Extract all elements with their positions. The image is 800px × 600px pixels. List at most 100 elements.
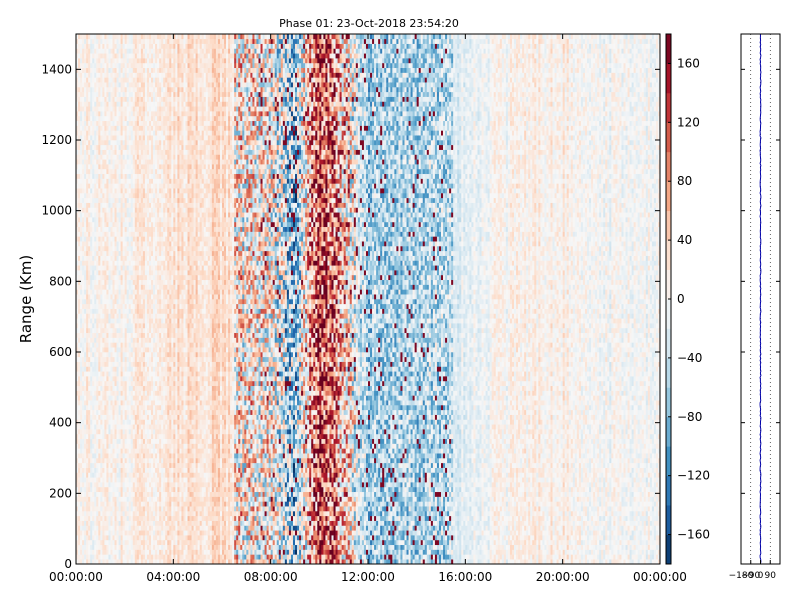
heatmap-cell xyxy=(130,135,134,141)
heatmap-cell xyxy=(108,453,111,459)
heatmap-cell xyxy=(161,544,164,550)
heatmap-cell xyxy=(151,361,154,367)
heatmap-cell xyxy=(165,400,168,406)
heatmap-cell xyxy=(110,303,113,309)
heatmap-cell xyxy=(98,467,101,473)
heatmap-cell xyxy=(122,125,125,131)
heatmap-cell xyxy=(120,400,123,406)
heatmap-cell xyxy=(159,313,162,319)
heatmap-cell xyxy=(149,506,152,512)
heatmap-cell xyxy=(90,376,93,382)
heatmap-cell xyxy=(80,347,83,353)
heatmap-cell xyxy=(78,371,81,377)
heatmap-cell xyxy=(108,173,111,179)
heatmap-cell xyxy=(84,453,87,459)
heatmap-cell xyxy=(78,188,81,194)
heatmap-cell xyxy=(134,299,138,305)
heatmap-cell xyxy=(88,337,91,343)
heatmap-cell xyxy=(76,270,79,276)
heatmap-cell xyxy=(128,101,132,107)
heatmap-cell xyxy=(138,159,142,165)
heatmap-cell xyxy=(88,226,91,232)
heatmap-cell xyxy=(112,106,115,112)
heatmap-cell xyxy=(112,419,115,425)
heatmap-cell xyxy=(144,530,148,536)
heatmap-cell xyxy=(142,274,146,281)
heatmap-cell xyxy=(142,462,146,468)
heatmap-cell xyxy=(151,323,154,329)
heatmap-cell xyxy=(144,58,148,64)
heatmap-cell xyxy=(128,255,132,261)
heatmap-cell xyxy=(76,429,79,435)
heatmap-cell xyxy=(118,154,121,160)
heatmap-cell xyxy=(106,424,109,430)
heatmap-cell xyxy=(132,82,136,88)
heatmap-cell xyxy=(116,458,119,464)
heatmap-cell xyxy=(161,458,164,464)
heatmap-cell xyxy=(118,332,121,338)
heatmap-cell xyxy=(146,217,150,223)
heatmap-cell xyxy=(165,318,168,324)
heatmap-cell xyxy=(155,183,158,189)
heatmap-cell xyxy=(76,501,79,507)
heatmap-cell xyxy=(116,149,119,155)
heatmap-cell xyxy=(157,515,160,521)
heatmap-cell xyxy=(132,58,136,64)
heatmap-cell xyxy=(126,467,130,473)
heatmap-cell xyxy=(98,255,101,261)
heatmap-cell xyxy=(165,265,168,271)
heatmap-cell xyxy=(163,448,166,454)
heatmap-cell xyxy=(84,535,87,541)
heatmap-cell xyxy=(104,385,107,391)
heatmap-cell xyxy=(155,77,158,83)
heatmap-cell xyxy=(82,482,85,488)
heatmap-cell xyxy=(96,318,99,324)
heatmap-cell xyxy=(84,515,87,521)
heatmap-cell xyxy=(80,496,83,502)
heatmap-cell xyxy=(146,467,150,473)
heatmap-cell xyxy=(90,429,93,435)
heatmap-cell xyxy=(90,294,93,300)
heatmap-cell xyxy=(122,303,125,309)
heatmap-cell xyxy=(130,144,134,150)
heatmap-cell xyxy=(136,467,140,473)
heatmap-cell xyxy=(138,530,142,536)
heatmap-cell xyxy=(76,154,79,160)
heatmap-cell xyxy=(120,496,123,502)
heatmap-cell xyxy=(134,106,138,112)
heatmap-cell xyxy=(146,178,150,184)
heatmap-cell xyxy=(140,477,144,483)
heatmap-cell xyxy=(144,241,148,247)
heatmap-cell xyxy=(165,140,168,146)
heatmap-cell xyxy=(108,520,111,526)
heatmap-cell xyxy=(151,38,154,44)
heatmap-cell xyxy=(130,62,134,69)
heatmap-cell xyxy=(155,554,158,560)
heatmap-cell xyxy=(92,178,95,184)
heatmap-cell xyxy=(128,250,132,256)
heatmap-cell xyxy=(146,270,150,276)
heatmap-cell xyxy=(116,530,119,536)
heatmap-cell xyxy=(112,250,115,256)
heatmap-cell xyxy=(142,332,146,338)
heatmap-cell xyxy=(106,299,109,305)
heatmap-cell xyxy=(86,130,89,136)
heatmap-cell xyxy=(80,318,83,324)
heatmap-cell xyxy=(98,405,101,411)
heatmap-cell xyxy=(128,236,132,242)
heatmap-cell xyxy=(161,352,164,358)
heatmap-cell xyxy=(126,140,130,146)
heatmap-cell xyxy=(86,501,89,507)
heatmap-cell xyxy=(122,274,125,281)
heatmap-cell xyxy=(114,270,117,276)
heatmap-cell xyxy=(163,246,166,252)
heatmap-cell xyxy=(120,511,123,517)
heatmap-cell xyxy=(80,390,83,396)
heatmap-cell xyxy=(84,149,87,155)
heatmap-cell xyxy=(153,409,156,415)
heatmap-cell xyxy=(86,274,89,281)
heatmap-cell xyxy=(102,34,105,40)
heatmap-cell xyxy=(118,140,121,146)
heatmap-cell xyxy=(110,72,113,78)
heatmap-cell xyxy=(80,438,83,444)
